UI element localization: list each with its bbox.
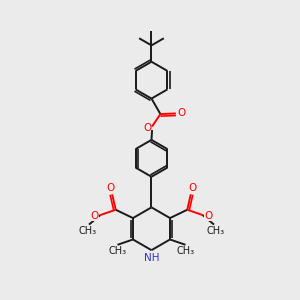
Text: O: O	[106, 183, 115, 193]
Text: CH₃: CH₃	[108, 246, 126, 256]
Text: O: O	[188, 183, 196, 193]
Text: O: O	[143, 123, 151, 133]
Text: O: O	[204, 211, 212, 221]
Text: O: O	[177, 108, 185, 118]
Text: CH₃: CH₃	[177, 246, 195, 256]
Text: CH₃: CH₃	[206, 226, 225, 236]
Text: CH₃: CH₃	[78, 226, 97, 236]
Text: O: O	[91, 211, 99, 221]
Text: NH: NH	[144, 253, 159, 262]
